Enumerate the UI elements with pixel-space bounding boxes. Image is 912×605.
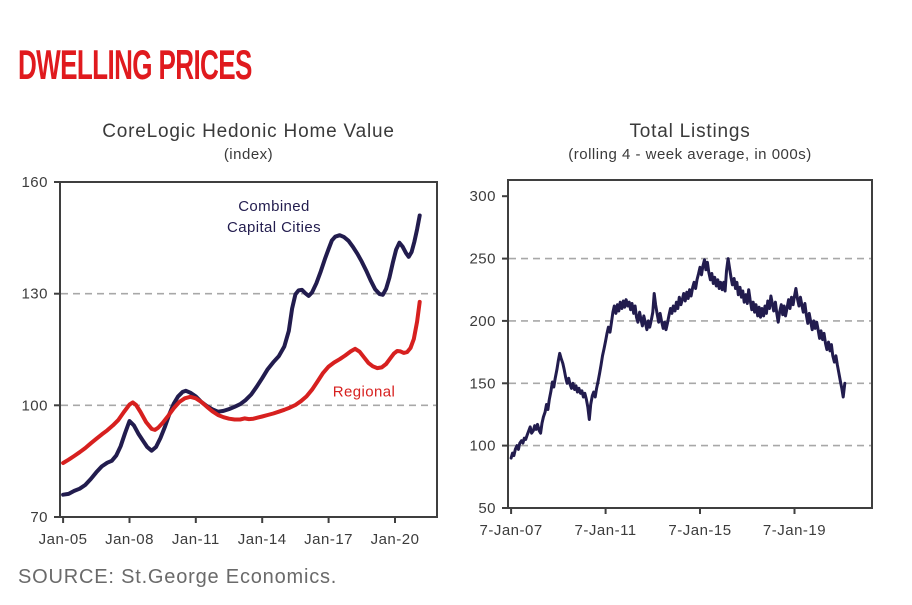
y-tick-label: 150 <box>469 375 496 392</box>
page-title: DWELLING PRICES <box>18 41 252 88</box>
plot-border-right <box>507 179 873 509</box>
series-line-total-listings <box>509 257 847 460</box>
x-tick-label: Jan-11 <box>172 531 220 548</box>
y-tick-label: 50 <box>478 500 496 517</box>
y-tick-label: 100 <box>21 397 48 414</box>
x-tick-label: Jan-20 <box>371 531 420 548</box>
right-chart-subtitle: (rolling 4 - week average, in 000s) <box>568 146 812 163</box>
source-note: SOURCE: St.George Economics. <box>18 566 338 588</box>
x-tick-label: 7-Jan-19 <box>763 522 826 539</box>
right-chart-title: Total Listings <box>629 121 751 142</box>
x-tick-label: 7-Jan-11 <box>575 522 637 539</box>
series-label-combined: Combined Capital Cities <box>227 198 321 236</box>
y-tick-label: 300 <box>469 188 496 205</box>
y-tick-label: 200 <box>469 313 496 330</box>
series-line-combined-capital-cities <box>61 213 422 497</box>
x-tick-label: Jan-14 <box>238 531 287 548</box>
x-tick-label: Jan-08 <box>105 531 154 548</box>
x-tick-label: Jan-17 <box>304 531 353 548</box>
left-chart-title: CoreLogic Hedonic Home Value <box>102 121 395 142</box>
left-chart-subtitle: (index) <box>223 146 274 163</box>
y-tick-label: 160 <box>21 174 48 191</box>
x-tick-label: 7-Jan-15 <box>668 522 731 539</box>
series-label-regional: Regional <box>332 383 396 401</box>
y-tick-label: 250 <box>469 251 496 268</box>
y-tick-label: 130 <box>21 286 48 303</box>
series-line-regional <box>61 299 422 465</box>
x-tick-label: Jan-05 <box>39 531 88 548</box>
y-tick-label: 100 <box>469 438 496 455</box>
y-tick-label: 70 <box>30 509 48 526</box>
plot-border-left <box>59 181 438 518</box>
x-tick-label: 7-Jan-07 <box>479 522 542 539</box>
